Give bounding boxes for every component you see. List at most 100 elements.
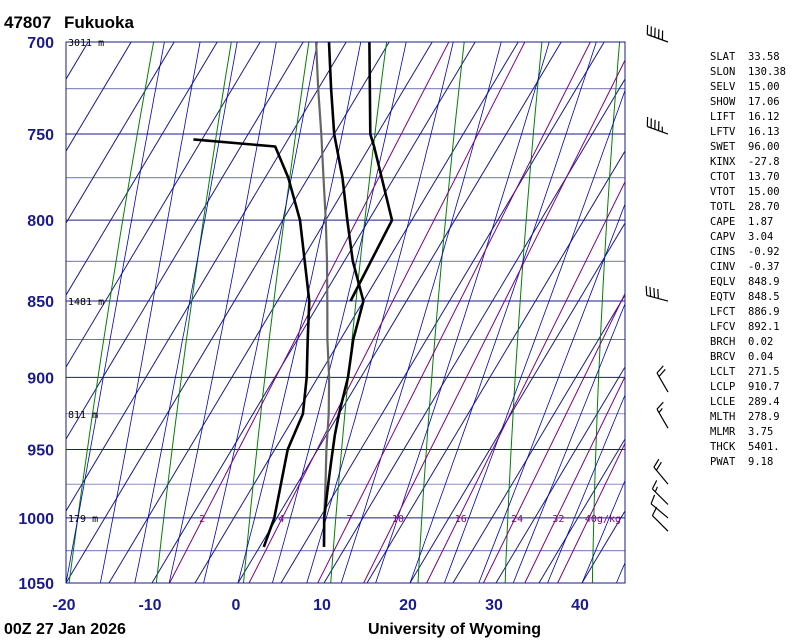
moist-adiabat-32 [512, 302, 625, 583]
wind-barb-staff [656, 372, 669, 393]
temp-label--20: -20 [52, 597, 75, 614]
wind-barb-staff [651, 515, 669, 532]
pressure-label-900: 900 [27, 370, 54, 387]
isotherm--25 [66, 42, 347, 512]
moist-adiabat-24 [444, 89, 625, 583]
index-name-lift: LIFT [710, 111, 736, 123]
pressure-label-700: 700 [27, 35, 54, 52]
wind-barb-flag [656, 401, 664, 410]
index-value-ctot: 13.70 [748, 171, 780, 183]
isotherm-25 [452, 294, 625, 583]
index-name-lclt: LCLT [710, 366, 736, 378]
wind-barb-700 [646, 24, 669, 43]
wind-barb-staff [646, 294, 669, 302]
index-value-lclt: 271.5 [748, 366, 780, 378]
index-value-lfct: 886.9 [748, 306, 780, 318]
isotherm-5 [280, 42, 605, 583]
moist-adiabat-36 [547, 393, 625, 583]
mixing-ratio-line-10 [363, 59, 625, 583]
moist-adiabat-8 [306, 42, 454, 583]
wind-barb-staff [650, 503, 669, 519]
pressure-label-1050: 1050 [18, 576, 54, 593]
mixing-ratio-line-32 [524, 375, 625, 583]
sounding-curves [193, 42, 394, 548]
mixing-ratio-line-16 [426, 180, 625, 583]
index-value-eqlv: 848.9 [748, 276, 780, 288]
wind-barb-staff [647, 33, 669, 43]
index-value-capv: 3.04 [748, 231, 773, 243]
index-value-totl: 28.70 [748, 201, 780, 213]
temp-label-0: 0 [232, 597, 241, 614]
index-value-eqtv: 848.5 [748, 291, 780, 303]
height-label-850: 1481 m [68, 297, 104, 308]
index-name-brcv: BRCV [710, 351, 736, 363]
wind-barb-750 [646, 116, 669, 135]
station-name: Fukuoka [64, 13, 134, 32]
index-name-ctot: CTOT [710, 171, 736, 183]
isotherm-10 [323, 78, 625, 583]
wind-barb-half-flag [658, 408, 663, 413]
isotherm--10 [151, 42, 476, 583]
wind-barb-staff [656, 408, 669, 429]
temp-label-20: 20 [399, 597, 417, 614]
wind-barb-1010 [651, 506, 669, 532]
mixing-ratio-label-2: 2 [199, 514, 205, 525]
index-value-mlmr: 3.75 [748, 426, 773, 438]
moist-adiabat-40 [581, 479, 625, 583]
moist-adiabat-12 [340, 42, 502, 583]
index-name-mlth: MLTH [710, 411, 735, 423]
pressure-label-800: 800 [27, 213, 54, 230]
background-grid [0, 42, 698, 583]
isotherm--55 [66, 42, 89, 81]
wind-barb-flag [650, 494, 656, 505]
index-name-lfct: LFCT [710, 306, 736, 318]
mixing-ratio-line-7 [317, 42, 591, 583]
wind-barb-flag [656, 365, 664, 374]
wind-barb-flag [645, 285, 648, 296]
dry-adiabat-260 [155, 42, 232, 583]
moist-adiabat--16 [100, 42, 201, 583]
moist-adiabat--20 [66, 42, 165, 583]
index-value-slon: 130.38 [748, 66, 786, 78]
index-value-slat: 33.58 [748, 51, 780, 63]
wind-barb-staff [647, 125, 669, 135]
dry-adiabat-250 [68, 42, 155, 583]
isotherm--60 [0, 42, 45, 583]
index-value-selv: 15.00 [748, 81, 780, 93]
stability-indices-panel: SLAT 33.58 SLON 130.38 SELV 15.00 SHOW 17.06 LIF… [710, 51, 786, 468]
wind-barb-910 [656, 365, 669, 393]
dry-adiabat-320 [680, 42, 698, 583]
wind-barb-half-flag [654, 486, 658, 493]
temperature-line [322, 42, 365, 547]
moist-adiabat-20 [409, 42, 597, 583]
moist-adiabat--4 [203, 42, 318, 583]
mixing-ratio-line-4 [248, 42, 526, 583]
isotherm--15 [108, 42, 433, 583]
isotherm--45 [66, 42, 175, 225]
pressure-label-750: 750 [27, 127, 54, 144]
wind-barb-flag [649, 286, 652, 297]
wind-barb-flag [653, 458, 660, 468]
parcel-path-line [315, 42, 331, 547]
pressure-label-850: 850 [27, 294, 54, 311]
dry-adiabat-270 [243, 42, 310, 583]
index-value-lfcv: 892.1 [748, 321, 780, 333]
index-value-lift: 16.12 [748, 111, 780, 123]
index-name-lcle: LCLE [710, 396, 735, 408]
index-name-totl: TOTL [710, 201, 735, 213]
mixing-ratio-line-24 [482, 292, 625, 583]
isotherm--65 [0, 42, 2, 583]
mixing-ratio-label-16: 16 [455, 514, 467, 525]
index-value-brcv: 0.04 [748, 351, 773, 363]
temp-label-10: 10 [313, 597, 331, 614]
index-name-mlmr: MLMR [710, 426, 736, 438]
index-name-eqtv: EQTV [710, 291, 736, 303]
pressure-label-1000: 1000 [18, 511, 54, 528]
isotherm-35 [538, 438, 625, 583]
plot-frame [65, 41, 626, 584]
isotherm-0 [237, 42, 562, 583]
index-value-kinx: -27.8 [748, 156, 780, 168]
index-value-mlth: 278.9 [748, 411, 780, 423]
dewpoint-upper-line [349, 42, 394, 302]
mixing-ratio-label-40: 40g/kg [585, 514, 621, 525]
